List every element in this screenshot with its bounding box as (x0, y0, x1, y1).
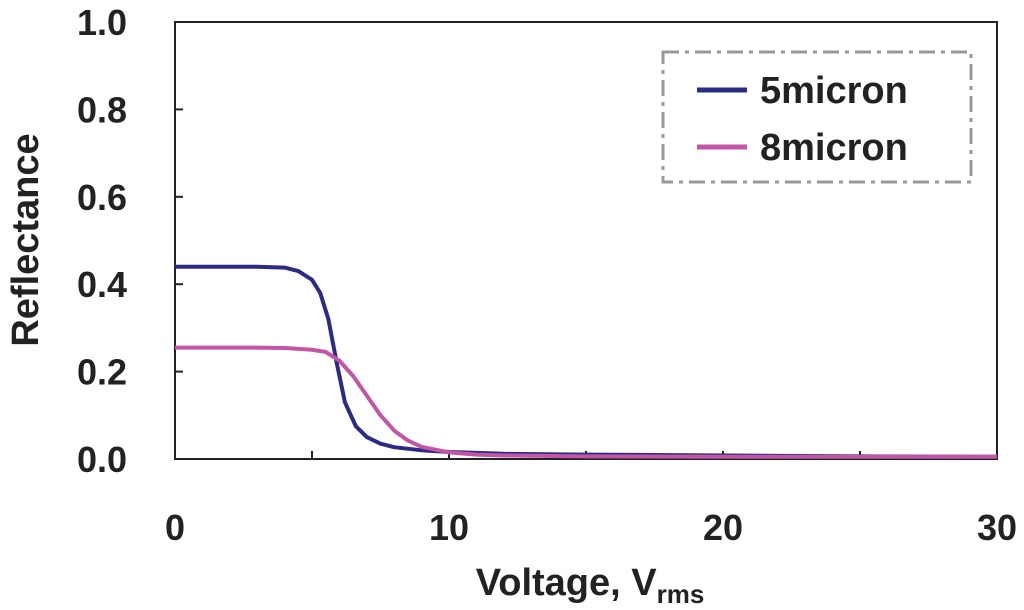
y-tick-label: 0.0 (77, 439, 127, 480)
x-tick-label: 0 (165, 507, 185, 548)
legend-label-8micron: 8micron (760, 127, 908, 169)
y-tick-label: 0.2 (77, 352, 127, 393)
series-line-5micron (175, 264, 998, 459)
x-axis-title-subscript: rms (657, 579, 705, 609)
series-layer (175, 264, 998, 459)
y-axis: 0.0 0.2 0.4 0.6 0.8 1.0 (77, 2, 183, 480)
x-tick-label: 10 (429, 507, 469, 548)
x-axis-title-main: Voltage, V (476, 562, 658, 604)
x-tick-label: 20 (703, 507, 743, 548)
y-tick-label: 0.6 (77, 177, 127, 218)
y-tick-label: 0.4 (77, 264, 127, 305)
legend-label-5micron: 5micron (760, 70, 908, 112)
x-axis-title: Voltage, Vrms (476, 562, 705, 609)
y-tick-label: 1.0 (77, 2, 127, 43)
x-tick-label: 30 (977, 507, 1017, 548)
y-axis-title: Reflectance (5, 133, 47, 346)
legend-box (661, 50, 973, 184)
y-tick-label: 0.8 (77, 89, 127, 130)
legend: 5micron 8micron (661, 50, 973, 184)
series-line-8micron (175, 345, 997, 459)
x-axis: 0 10 20 30 (165, 451, 1017, 548)
